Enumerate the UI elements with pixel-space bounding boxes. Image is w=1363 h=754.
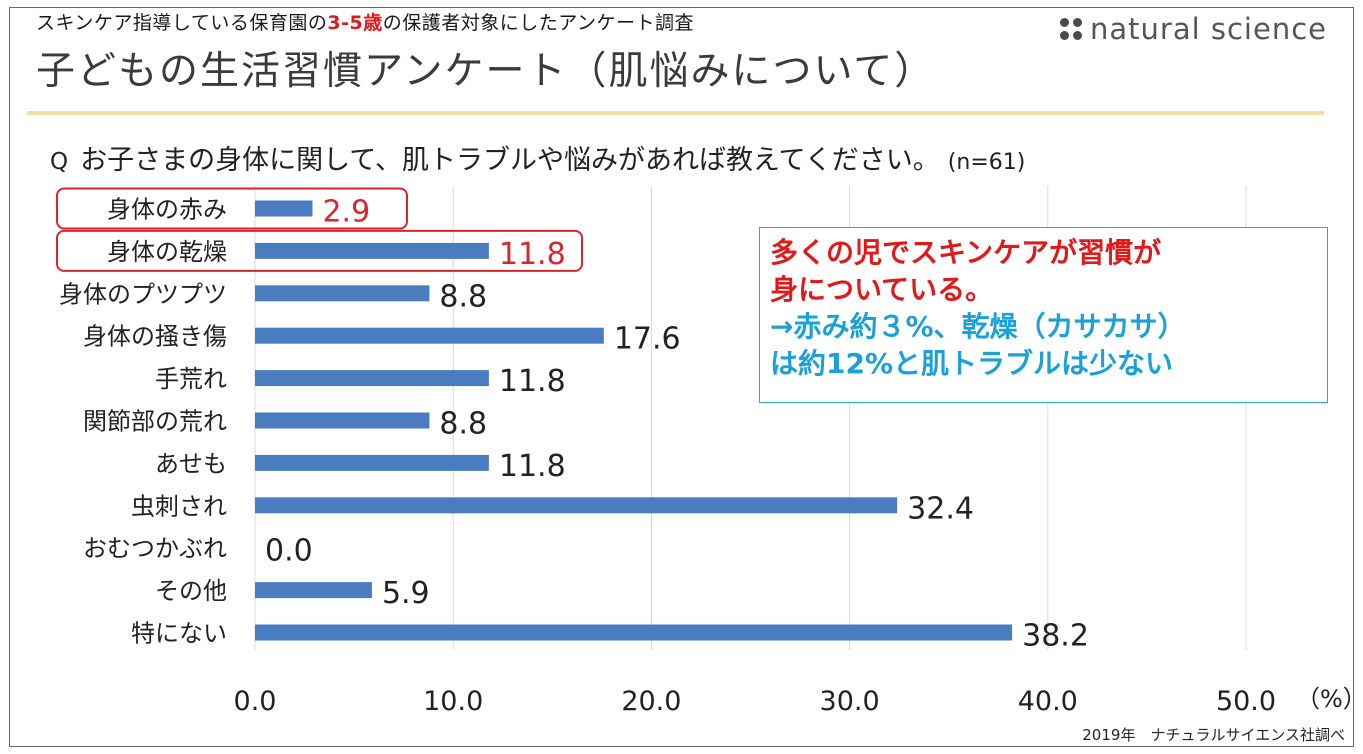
bar: [255, 370, 489, 387]
brand-name: natural science: [1090, 12, 1327, 46]
x-tick-label: 40.0: [1018, 686, 1078, 717]
data-label: 11.8: [499, 449, 566, 484]
data-label: 8.8: [439, 407, 487, 442]
category-label: おむつかぶれ: [83, 535, 227, 563]
category-label: 身体の乾燥: [107, 238, 227, 266]
category-label: その他: [155, 577, 227, 605]
data-label: 11.8: [499, 237, 566, 272]
brand-logo: natural science: [1060, 12, 1327, 46]
bar: [255, 327, 604, 344]
data-label: 5.9: [382, 576, 430, 611]
survey-subtitle: スキンケア指導している保育園の3-5歳の保護者対象にしたアンケート調査: [36, 8, 694, 35]
brand-dots-icon: [1060, 18, 1082, 40]
title-divider: [27, 111, 1324, 115]
x-tick-label: 30.0: [820, 686, 880, 717]
x-tick-label: 50.0: [1216, 686, 1276, 717]
question-line: Q お子さまの身体に関して、肌トラブルや悩みがあれば教えてください。 (n=61): [50, 138, 1025, 177]
data-label: 38.2: [1022, 619, 1089, 654]
category-label: あせも: [155, 450, 227, 478]
subtitle-post: の保護者対象にしたアンケート調査: [382, 12, 694, 34]
axis-unit-label: （%）: [1296, 685, 1363, 713]
source-credit: 2019年 ナチュラルサイエンス社調べ: [1082, 726, 1345, 744]
bar: [255, 624, 1013, 641]
data-label: 8.8: [439, 279, 487, 314]
category-label: 身体の赤み: [107, 196, 227, 224]
highlight-outline: [56, 229, 583, 272]
category-label: 身体の掻き傷: [83, 323, 227, 351]
category-label: 虫刺され: [131, 492, 227, 520]
callout-line-3: →赤み約３%、乾燥（カサカサ）: [770, 310, 1186, 343]
category-label: 手荒れ: [155, 365, 227, 393]
callout-line-2: 身についている。: [770, 273, 994, 306]
subtitle-pre: スキンケア指導している保育園の: [36, 12, 328, 34]
x-tick-label: 10.0: [423, 686, 483, 717]
page-title: 子どもの生活習慣アンケート（肌悩みについて）: [36, 49, 936, 94]
data-label: 0.0: [265, 534, 313, 569]
x-tick-label: 0.0: [234, 686, 277, 717]
bar: [255, 200, 313, 217]
category-label: 特にない: [131, 620, 227, 648]
callout-line-4: は約12%と肌トラブルは少ない: [770, 347, 1174, 380]
data-label: 11.8: [499, 364, 566, 399]
data-label: 32.4: [907, 491, 974, 526]
category-label: 身体のプツプツ: [59, 280, 227, 308]
subtitle-age-highlight: 3-5歳: [327, 12, 383, 34]
bar: [255, 412, 430, 429]
question-text: お子さまの身体に関して、肌トラブルや悩みがあれば教えてください。: [80, 145, 940, 176]
x-tick-label: 20.0: [621, 686, 681, 717]
bar: [255, 582, 372, 599]
data-label: 17.6: [614, 322, 681, 357]
sample-size: (n=61): [947, 150, 1026, 175]
question-prefix: Q: [50, 149, 69, 175]
callout-box: 多くの児でスキンケアが習慣が 身についている。 →赤み約３%、乾燥（カサカサ） …: [759, 227, 1328, 403]
category-label: 関節部の荒れ: [83, 408, 227, 436]
bar: [255, 242, 489, 259]
callout-line-1: 多くの児でスキンケアが習慣が: [770, 236, 1162, 269]
bar: [255, 454, 489, 471]
bar: [255, 497, 898, 514]
bar: [255, 285, 430, 302]
data-label: 2.9: [322, 195, 370, 230]
highlight-outline: [56, 187, 408, 230]
